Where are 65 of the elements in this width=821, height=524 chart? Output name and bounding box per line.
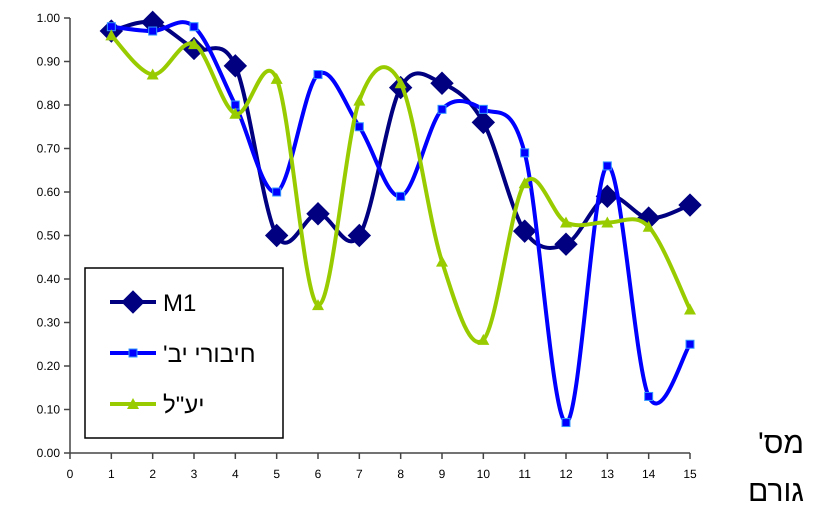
x-tick-label: 14 (642, 467, 656, 481)
point (554, 232, 578, 256)
point (644, 392, 654, 401)
point (520, 148, 530, 158)
x-tick-label: 1 (108, 467, 115, 481)
y-tick-label: 0.40 (36, 272, 60, 286)
x-tick-label: 2 (149, 467, 156, 481)
x-tick-label: 6 (314, 467, 322, 481)
point (353, 94, 366, 106)
point (312, 299, 324, 310)
legend-label: יע"ל (163, 392, 204, 419)
point (348, 224, 371, 247)
x-tick-label: 4 (232, 467, 239, 481)
point (518, 177, 531, 188)
point (306, 202, 330, 226)
x-tick-label: 3 (190, 467, 198, 481)
point (148, 26, 158, 36)
y-tick-label: 0.90 (36, 54, 60, 68)
x-tick-label: 0 (66, 467, 74, 481)
x-tick-label: 8 (397, 467, 404, 481)
point (513, 220, 536, 243)
point (190, 22, 198, 32)
point (430, 72, 454, 95)
x-tick-label: 10 (476, 467, 490, 481)
point (272, 188, 282, 196)
x-tick-label: 11 (518, 467, 532, 481)
y-tick-label: 0.20 (36, 359, 60, 373)
point (314, 70, 322, 80)
legend-label: M1 (163, 290, 196, 317)
x-tick-label: 5 (273, 467, 280, 481)
point (270, 72, 283, 84)
point (684, 303, 696, 314)
point (562, 418, 570, 428)
y-tick-label: 0.30 (36, 316, 60, 330)
point (477, 334, 490, 345)
point (396, 192, 406, 201)
y-tick-label: 0.80 (36, 98, 60, 112)
point (478, 104, 488, 114)
point (230, 100, 240, 110)
point (146, 68, 159, 80)
x-tick-label: 12 (559, 467, 573, 481)
point (265, 224, 288, 247)
point (224, 54, 247, 78)
point (560, 216, 572, 228)
y-tick-label: 0.60 (36, 185, 60, 199)
x-tick-label: 13 (600, 467, 614, 481)
y-tick-label: 1.00 (36, 11, 60, 25)
point (642, 220, 655, 232)
y-tick-label: 0.70 (36, 142, 60, 156)
point (602, 161, 612, 170)
y-tick-label: 0.00 (36, 446, 60, 460)
point (229, 108, 242, 119)
point (438, 104, 446, 114)
y-tick-label: 0.50 (36, 228, 60, 242)
point (678, 194, 702, 217)
x-tick-label: 15 (683, 467, 697, 481)
point (436, 256, 448, 267)
point (686, 340, 694, 349)
legend-label: חיבורי יב' (163, 341, 256, 368)
x-tick-label: 7 (356, 467, 363, 481)
x-tick-label: 9 (438, 467, 446, 481)
point (601, 216, 614, 228)
x-axis-title: מס' גורם (747, 426, 804, 510)
y-tick-label: 0.10 (36, 402, 60, 416)
point (354, 122, 364, 132)
